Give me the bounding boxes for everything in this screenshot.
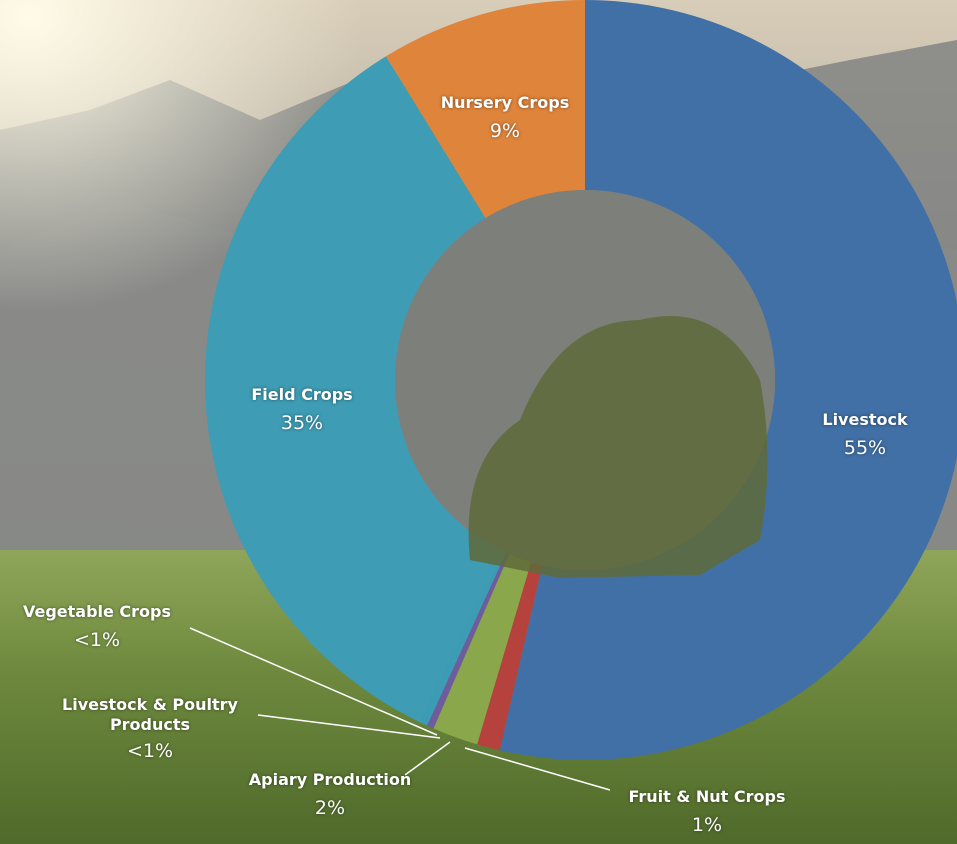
category-label: Nursery Crops [440, 93, 570, 112]
value-label: <1% [126, 740, 174, 762]
hole-trees [468, 316, 768, 578]
category-label: Field Crops [251, 385, 353, 404]
donut-slice [386, 0, 585, 219]
value-label: 55% [843, 437, 887, 459]
category-label: Livestock [822, 410, 908, 429]
category-label: Vegetable Crops [22, 602, 172, 621]
donut-slice [205, 56, 503, 723]
leader-line [464, 747, 611, 791]
category-label: Fruit & Nut Crops [628, 787, 786, 806]
value-label: 1% [691, 814, 723, 836]
value-label: 2% [314, 797, 346, 819]
donut-slice [420, 551, 507, 726]
donut-slice [477, 562, 543, 751]
leader-line [257, 714, 441, 739]
value-label: <1% [73, 629, 121, 651]
leader-line [189, 627, 438, 736]
category-label: Livestock & Poultry Products [62, 695, 238, 734]
donut-slice [427, 552, 510, 729]
category-label: Apiary Production [248, 770, 412, 789]
leader-line [404, 741, 451, 776]
donut-slice [433, 554, 532, 745]
value-label: 35% [280, 412, 324, 434]
value-label: 9% [489, 120, 521, 142]
